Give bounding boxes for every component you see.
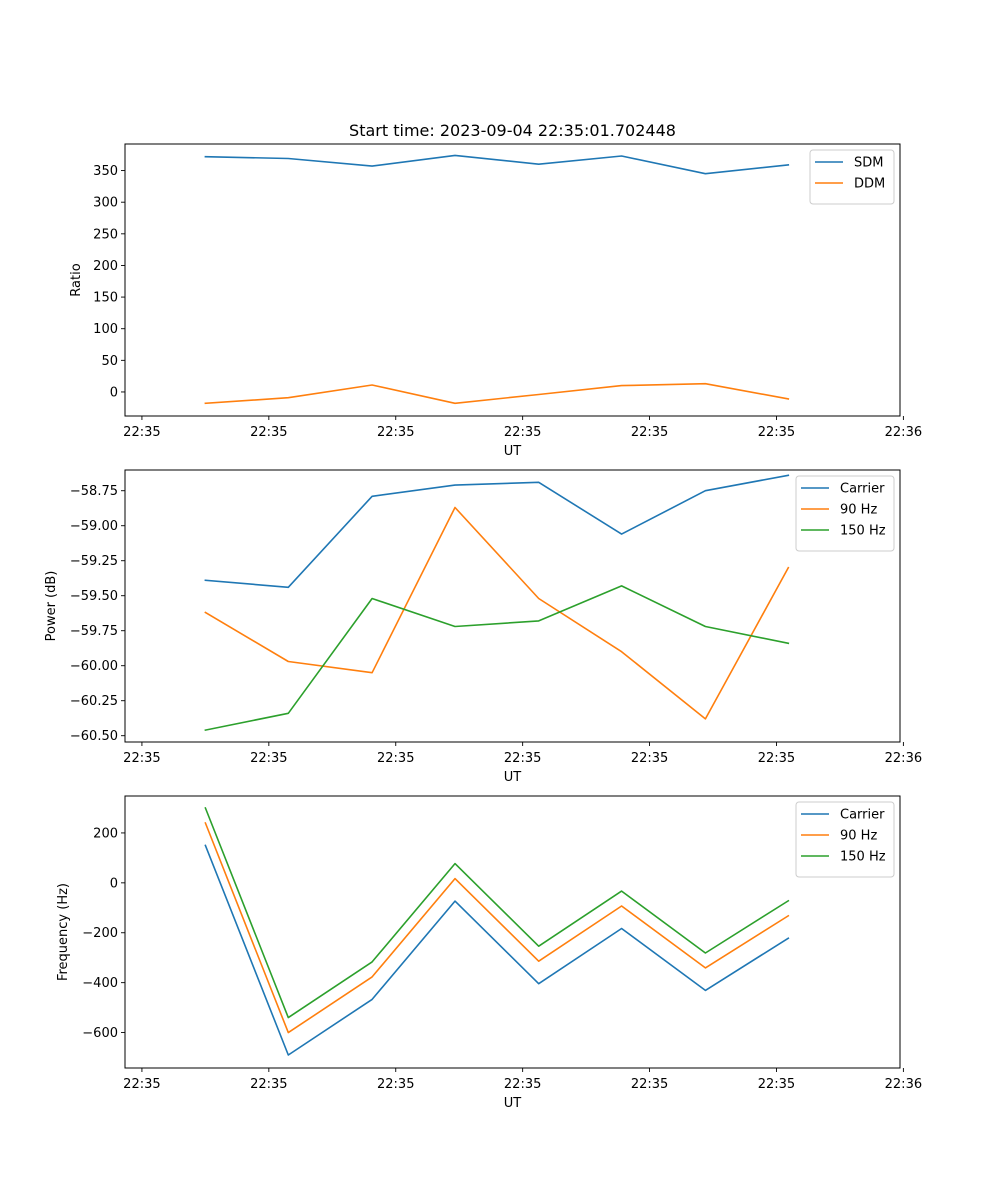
- x-axis-label: UT: [504, 770, 522, 785]
- y-tick-label: −59.75: [70, 624, 118, 639]
- y-tick-label: −600: [82, 1026, 118, 1041]
- series-line-sdm: [204, 154, 790, 175]
- legend: Carrier 90 Hz 150 Hz: [795, 801, 895, 878]
- y-tick-label: 0: [110, 876, 118, 891]
- x-axis-label: UT: [504, 1096, 522, 1111]
- y-axis-label: Frequency (Hz): [56, 883, 71, 981]
- y-axis-label: Ratio: [69, 263, 84, 296]
- subplot-1: 22:35 22:35 22:35 22:35 22:35 22:35 22:36 0 50 10…: [69, 121, 922, 459]
- y-tick-label: 300: [93, 196, 118, 211]
- x-tick-label: 22:35: [123, 425, 160, 440]
- x-tick-label: 22:36: [885, 425, 922, 440]
- y-tick-label: −60.25: [70, 694, 118, 709]
- y-tick-label: −60.00: [70, 659, 118, 674]
- y-tick-label: 150: [93, 291, 118, 306]
- legend-box: [795, 475, 895, 552]
- x-tick-label: 22:36: [885, 751, 922, 766]
- legend-label: Carrier: [840, 808, 885, 823]
- y-tick-label: −400: [82, 976, 118, 991]
- x-tick-label: 22:36: [885, 1077, 922, 1092]
- y-tick-label: −59.25: [70, 554, 118, 569]
- y-tick-label: −59.50: [70, 589, 118, 604]
- x-tick-label: 22:35: [250, 751, 287, 766]
- legend-label: 150 Hz: [840, 524, 886, 539]
- y-axis-label: Power (dB): [44, 571, 59, 642]
- x-tick-label: 22:35: [758, 751, 795, 766]
- x-tick-label: 22:35: [504, 425, 541, 440]
- x-tick-label: 22:35: [377, 751, 414, 766]
- y-tick-label: 50: [101, 354, 118, 369]
- legend-box: [795, 801, 895, 878]
- y-tick-label: 250: [93, 227, 118, 242]
- x-tick-label: 22:35: [631, 425, 668, 440]
- x-tick-label: 22:35: [250, 425, 287, 440]
- x-tick-label: 22:35: [758, 425, 795, 440]
- x-axis-label: UT: [504, 444, 522, 459]
- legend: SDM DDM: [809, 149, 895, 205]
- x-tick-label: 22:35: [504, 751, 541, 766]
- chart-title: Start time: 2023-09-04 22:35:01.702448: [349, 121, 676, 140]
- y-tick-label: 100: [93, 322, 118, 337]
- legend-box: [809, 149, 895, 205]
- legend-label: Carrier: [840, 482, 885, 497]
- x-tick-label: 22:35: [123, 751, 160, 766]
- y-tick-label: −200: [82, 926, 118, 941]
- x-tick-label: 22:35: [758, 1077, 795, 1092]
- subplot-3: 22:35 22:35 22:35 22:35 22:35 22:35 22:36 −600 −…: [56, 795, 922, 1111]
- series-line-ddm: [204, 382, 790, 405]
- x-tick-label: 22:35: [631, 751, 668, 766]
- series-line-150-hz: [204, 585, 790, 732]
- series-line-90-hz: [204, 506, 790, 720]
- x-tick-label: 22:35: [250, 1077, 287, 1092]
- series-line-150-hz: [204, 806, 790, 1019]
- y-tick-label: 350: [93, 164, 118, 179]
- x-tick-label: 22:35: [377, 425, 414, 440]
- legend-label: 90 Hz: [840, 503, 877, 518]
- x-tick-label: 22:35: [123, 1077, 160, 1092]
- legend-label: DDM: [854, 177, 885, 192]
- series-line-90-hz: [204, 821, 790, 1034]
- legend-label: 150 Hz: [840, 850, 886, 865]
- y-tick-label: 200: [93, 259, 118, 274]
- x-tick-label: 22:35: [631, 1077, 668, 1092]
- y-tick-label: 200: [93, 826, 118, 841]
- series-line-carrier: [204, 844, 790, 1056]
- y-tick-label: 0: [110, 385, 118, 400]
- y-tick-label: −58.75: [70, 484, 118, 499]
- series-line-carrier: [204, 474, 790, 589]
- legend: Carrier 90 Hz 150 Hz: [795, 475, 895, 552]
- plot-frame: [124, 469, 901, 743]
- plot-frame: [124, 795, 901, 1069]
- subplot-2: 22:35 22:35 22:35 22:35 22:35 22:35 22:36 −60.5…: [44, 469, 922, 785]
- y-tick-label: −60.50: [70, 729, 118, 744]
- plot-frame: [124, 143, 901, 417]
- x-tick-label: 22:35: [377, 1077, 414, 1092]
- legend-label: SDM: [854, 156, 883, 171]
- x-tick-label: 22:35: [504, 1077, 541, 1092]
- legend-label: 90 Hz: [840, 829, 877, 844]
- y-tick-label: −59.00: [70, 519, 118, 534]
